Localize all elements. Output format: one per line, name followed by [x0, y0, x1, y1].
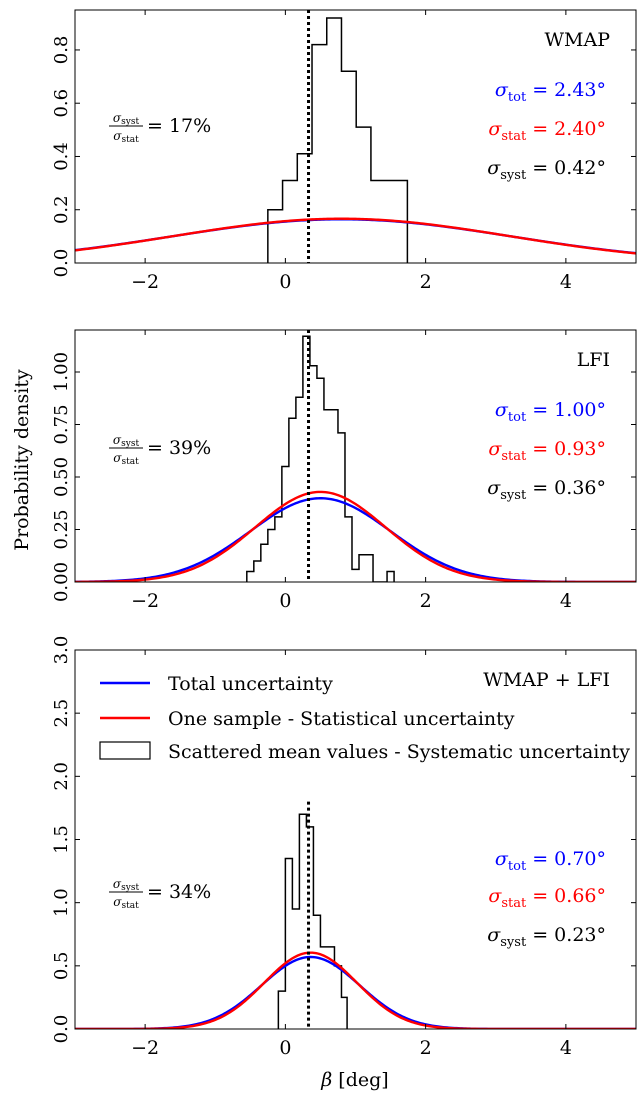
panel-title: WMAP + LFI: [483, 669, 610, 691]
y-tick-label: 0.4: [51, 142, 72, 171]
y-tick-label: 0.25: [51, 509, 72, 549]
y-tick-label: 2.0: [51, 762, 72, 791]
x-tick-label: 4: [560, 1037, 572, 1059]
x-tick-label: −2: [131, 271, 159, 293]
sigma-stat-label: σstat = 0.66°: [488, 885, 606, 911]
histogram-systematic: [246, 335, 395, 582]
x-tick-label: 4: [560, 271, 572, 293]
curve-statistical: [75, 951, 636, 1029]
x-tick-label: 4: [560, 590, 572, 612]
ratio-value: = 34%: [147, 881, 211, 903]
y-tick-label: 0.0: [51, 249, 72, 278]
ratio-denominator: σstat: [113, 895, 139, 911]
y-tick-label: 0.0: [51, 1015, 72, 1044]
y-axis-label: Probability density: [11, 369, 33, 551]
x-tick-label: 0: [279, 590, 291, 612]
legend-syst-box: [99, 741, 151, 760]
curve-statistical: [75, 490, 636, 582]
y-tick-label: 0.75: [51, 404, 72, 444]
ratio-fraction: σsyst σstat = 17%: [109, 111, 211, 145]
panel-3: −2 0 2 4 0.0 0.5 1.0 1.5 2.0 2.5 3.0 WMAP + LFI σtot…: [51, 636, 637, 1059]
ratio-denominator: σstat: [113, 129, 139, 145]
curve-total: [75, 218, 636, 255]
panel-1: −2 0 2 4 0.0 0.2 0.4 0.6 0.8 WMAP σtot = 2.43° σsta…: [51, 9, 637, 293]
sigma-total-label: σtot = 0.70°: [495, 848, 606, 874]
y-tick-label: 0.6: [51, 89, 72, 118]
y-tick-label: 1.00: [51, 352, 72, 392]
histogram-systematic: [267, 17, 409, 263]
legend-syst-label: Scattered mean values - Systematic uncer…: [168, 741, 630, 763]
y-tick-label: 0.5: [51, 952, 72, 981]
x-tick-label: 0: [279, 1037, 291, 1059]
sigma-syst-label: σsyst = 0.36°: [487, 477, 606, 503]
plot-area: [75, 801, 636, 1029]
axes-frame: [74, 329, 637, 583]
panel-2: −2 0 2 4 0.00 0.25 0.50 0.75 1.00 LFI σtot = 1.00°…: [51, 329, 637, 612]
ratio-numerator: σsyst: [113, 877, 140, 893]
curve-statistical: [75, 217, 636, 255]
legend-total-label: Total uncertainty: [168, 673, 333, 695]
axes-frame: [74, 649, 637, 1030]
x-tick-label: −2: [131, 590, 159, 612]
legend: Total uncertainty One sample - Statistica…: [99, 673, 630, 763]
ratio-denominator: σstat: [113, 451, 139, 467]
y-tick-label: 3.0: [51, 636, 72, 665]
sigma-total-label: σtot = 1.00°: [495, 399, 606, 425]
sigma-syst-label: σsyst = 0.42°: [487, 157, 606, 183]
x-tick-label: 0: [279, 271, 291, 293]
x-tick-label: 2: [420, 1037, 432, 1059]
y-tick-label: 2.5: [51, 699, 72, 728]
axes-frame: [74, 9, 637, 264]
sigma-stat-label: σstat = 2.40°: [488, 118, 606, 144]
y-tick-label: 1.5: [51, 825, 72, 854]
y-tick-label: 0.8: [51, 36, 72, 65]
panel-title: WMAP: [545, 29, 611, 51]
y-tick-label: 0.00: [51, 562, 72, 602]
x-tick-label: 2: [420, 271, 432, 293]
ratio-value: = 17%: [147, 115, 211, 137]
ratio-numerator: σsyst: [113, 111, 140, 127]
plot-area: [75, 10, 636, 263]
panel-title: LFI: [577, 349, 610, 371]
sigma-syst-label: σsyst = 0.23°: [487, 924, 606, 950]
x-tick-label: −2: [131, 1037, 159, 1059]
ratio-fraction: σsyst σstat = 39%: [109, 433, 211, 467]
y-tick-label: 1.0: [51, 888, 72, 917]
sigma-stat-label: σstat = 0.93°: [488, 438, 606, 464]
histogram-systematic: [277, 813, 348, 1029]
sigma-total-label: σtot = 2.43°: [495, 79, 606, 105]
ratio-fraction: σsyst σstat = 34%: [109, 877, 211, 911]
legend-stat-label: One sample - Statistical uncertainty: [168, 708, 515, 730]
y-tick-label: 0.2: [51, 195, 72, 224]
curve-total: [75, 955, 636, 1029]
ratio-numerator: σsyst: [113, 433, 140, 449]
ratio-value: = 39%: [147, 437, 211, 459]
x-axis-label: β [deg]: [320, 1069, 388, 1091]
x-tick-label: 2: [420, 590, 432, 612]
y-tick-label: 0.50: [51, 457, 72, 497]
